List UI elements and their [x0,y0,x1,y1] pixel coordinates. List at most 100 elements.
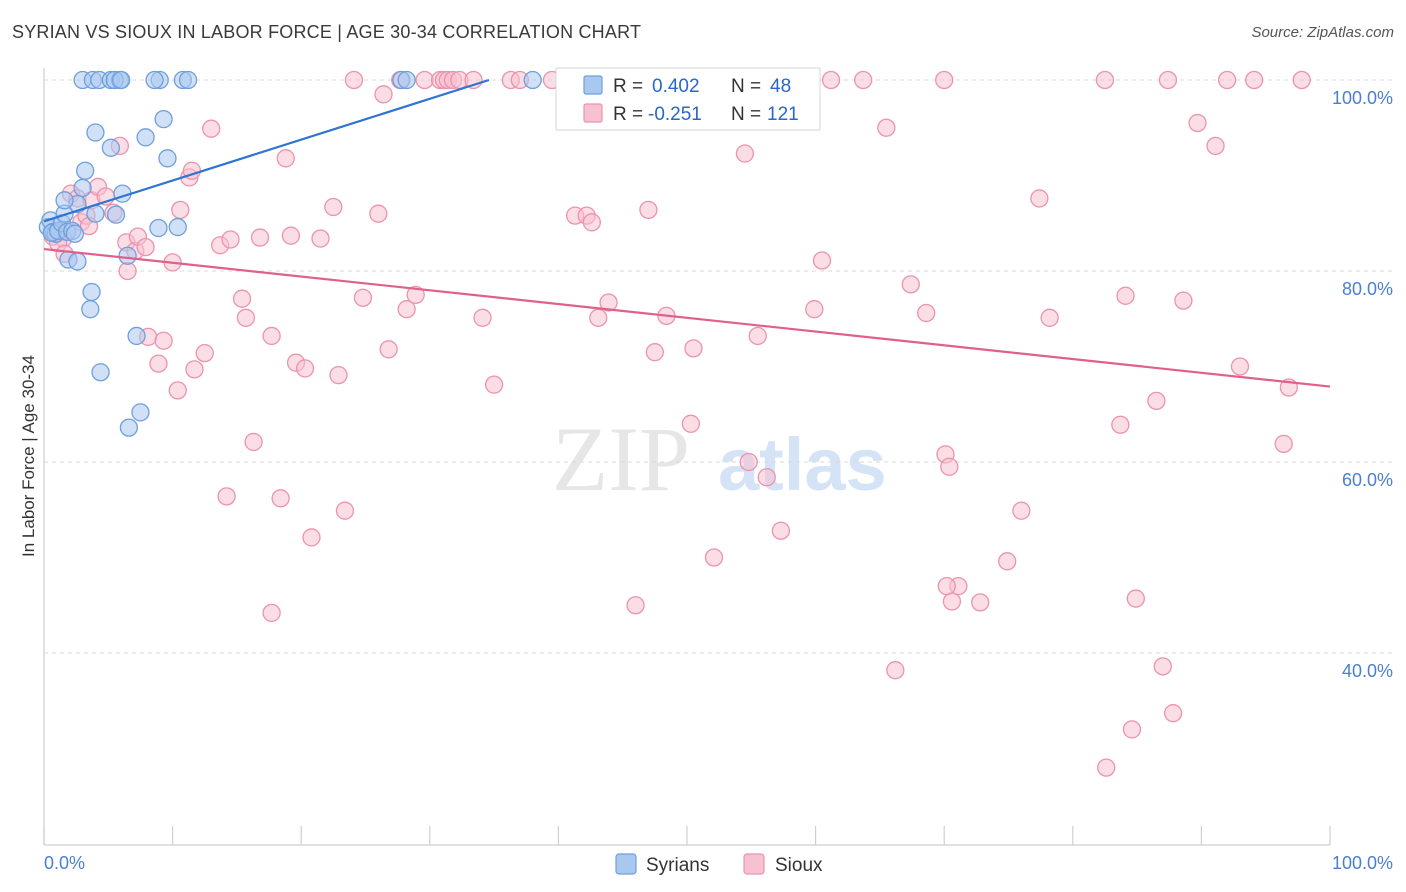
point-sioux-42 [281,226,301,245]
point-sioux-28 [185,360,204,379]
point-sioux-52 [369,204,388,223]
point-sioux-117 [1188,113,1207,133]
point-sioux-22 [154,331,173,350]
point-syrians-26 [127,326,146,346]
legend-n-value-sioux: 121 [767,104,799,125]
point-syrians-22 [101,138,121,157]
gridlines [44,79,1393,654]
point-sioux-58 [415,70,434,90]
point-syrians-47 [523,70,542,90]
point-sioux-104 [1030,189,1049,208]
point-sioux-77 [645,343,664,362]
point-sioux-19 [136,237,155,257]
watermark: ZIP atlas [552,408,887,510]
point-sioux-86 [771,521,791,540]
point-syrians-34 [168,217,187,237]
watermark-zip: ZIP [552,408,690,510]
y-axis-title: In Labor Force | Age 30-34 [19,355,38,557]
trend-line-syrians [43,78,490,223]
point-sioux-80 [684,339,703,358]
point-sioux-46 [311,229,330,248]
point-sioux-65 [473,308,492,327]
point-syrians-33 [158,149,177,168]
point-sioux-79 [681,414,701,433]
chart-title: SYRIAN VS SIOUX IN LABOR FORCE | AGE 30-… [12,22,642,42]
point-sioux-74 [599,293,618,312]
point-syrians-10 [65,224,85,243]
legend-r-value-syrians: 0.402 [652,76,700,97]
point-sioux-115 [1163,704,1183,723]
legend-r-label-sioux: R = [613,104,643,125]
legend-n-label-sioux: N = [731,104,761,125]
point-syrians-29 [136,128,155,147]
point-syrians-30 [149,218,168,238]
point-sioux-72 [582,213,601,232]
point-sioux-29 [195,343,214,363]
point-sioux-107 [1097,758,1116,777]
point-sioux-33 [221,230,240,249]
bottom-legend-label-syrians: Syrians [646,855,709,876]
point-sioux-44 [295,359,315,378]
trend-lines [43,78,1331,388]
point-sioux-56 [397,300,416,319]
point-sioux-101 [971,593,990,612]
point-sioux-30 [202,119,221,138]
point-sioux-124 [1292,70,1311,90]
point-sioux-48 [329,365,348,385]
point-sioux-73 [589,308,608,327]
point-sioux-116 [1174,291,1193,310]
point-syrians-25 [118,246,137,265]
point-sioux-34 [232,289,252,308]
y-tick-label-80: 80.0% [1342,279,1393,299]
x-tick-label-min: 0.0% [44,853,85,873]
x-ticks [43,826,1331,845]
y-tick-label-100: 100.0% [1332,88,1393,108]
point-sioux-15 [118,261,137,281]
legend-n-label-syrians: N = [731,76,761,97]
point-sioux-114 [1158,70,1178,90]
legend-n-value-syrians: 48 [770,76,791,97]
point-sioux-100 [937,577,956,596]
x-tick-label-max: 100.0% [1332,853,1393,873]
point-sioux-94 [917,303,936,323]
point-syrians-32 [154,110,173,129]
point-sioux-105 [1040,308,1059,327]
point-sioux-110 [1122,720,1142,739]
point-syrians-14 [68,252,87,271]
point-sioux-90 [854,70,873,90]
point-syrians-44 [145,70,164,90]
point-sioux-102 [998,552,1017,571]
point-sioux-45 [302,528,321,547]
trend-line-sioux [43,247,1331,388]
point-sioux-113 [1153,657,1172,676]
point-sioux-54 [379,340,398,359]
point-sioux-32 [217,487,236,506]
point-sioux-75 [626,596,645,615]
point-syrians-27 [131,403,150,422]
point-sioux-82 [735,144,755,163]
bottom-legend-label-sioux: Sioux [775,855,823,876]
point-sioux-37 [250,228,270,247]
point-sioux-89 [821,70,841,90]
y-tick-label-60: 60.0% [1342,470,1393,490]
point-sioux-97 [940,457,959,476]
point-sioux-122 [1274,434,1293,454]
point-sioux-91 [877,118,896,137]
point-sioux-87 [805,300,824,319]
legend-swatch-sioux [583,103,603,123]
point-sioux-120 [1230,357,1250,376]
point-sioux-119 [1217,70,1237,90]
point-sioux-66 [484,375,504,394]
point-syrians-15 [73,178,92,198]
point-sioux-95 [935,70,954,90]
source-credit: Source: ZipAtlas.com [1251,24,1394,41]
y-tick-label-40: 40.0% [1342,661,1393,681]
point-sioux-38 [262,603,281,623]
point-sioux-109 [1116,286,1135,305]
point-sioux-111 [1126,589,1145,608]
correlation-legend: R = 0.402 N = 48 R = -0.251 N = 121 [555,67,821,131]
point-sioux-50 [344,70,364,90]
point-sioux-83 [739,452,758,472]
point-sioux-51 [353,288,373,307]
